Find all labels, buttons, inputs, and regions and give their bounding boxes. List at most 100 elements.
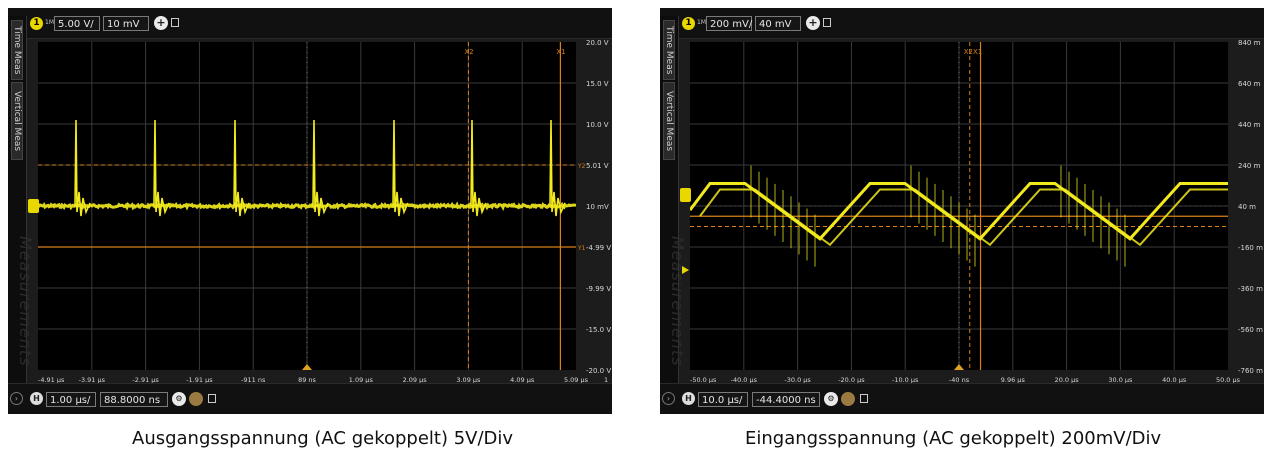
add-channel-icon[interactable]: + — [806, 16, 820, 30]
x-tick-label: 5.09 µs — [564, 376, 589, 384]
x-tick-label: 2.09 µs — [403, 376, 428, 384]
channel-1-level-marker — [680, 188, 691, 202]
window-icon[interactable] — [171, 18, 179, 27]
x-tick-label: 1.09 µs — [349, 376, 374, 384]
cursor-y2-label: Y2 — [577, 163, 586, 170]
y-tick-label: 240 m — [1238, 162, 1261, 170]
x-tick-label: 30.0 µs — [1108, 376, 1133, 384]
cursor-x1-label: X1 — [556, 48, 565, 56]
x-tick-label: 50.0 µs — [1216, 376, 1241, 384]
tab-vertical-meas[interactable]: Vertical Meas — [663, 82, 675, 160]
time-per-div-field[interactable]: 1.00 µs/ — [46, 392, 96, 407]
y-tick-label: -560 m — [1238, 326, 1263, 334]
x-tick-label: -3.91 µs — [79, 376, 106, 384]
y-tick-label: -160 m — [1238, 244, 1263, 252]
waveform-svg — [37, 42, 577, 370]
x-tick-label: -2.91 µs — [132, 376, 159, 384]
x-tick-label: 20.0 µs — [1055, 376, 1080, 384]
x-tick-label: 9.96 µs — [1001, 376, 1026, 384]
trigger-level-marker — [682, 266, 689, 274]
tab-time-meas[interactable]: Time Meas — [11, 20, 23, 80]
waveform-spike — [549, 119, 566, 217]
waveform-plot[interactable] — [37, 42, 577, 370]
lock-icon[interactable] — [189, 392, 203, 406]
h-timebase-badge[interactable]: H — [30, 392, 43, 405]
axis-labels: 840 m 640 m 440 m 240 m 40 m -160 m -360 m -560… — [680, 39, 1263, 384]
waveform-svg — [688, 42, 1238, 370]
x-tick-label: 89 ns — [298, 376, 316, 384]
y-tick-label: -360 m — [1238, 285, 1263, 293]
caption-left: Ausgangsspannung (AC gekoppelt) 5V/Div — [132, 428, 514, 449]
settings-icon[interactable]: ⚙ — [824, 392, 838, 406]
x-tick-label: 1 — [604, 376, 608, 384]
trigger-marker — [302, 364, 312, 370]
waveform-spike — [312, 119, 329, 217]
cursor-x2-label: X2 — [464, 48, 473, 56]
y-tick-label: -9.99 V — [586, 285, 611, 293]
channel-toolbar: 1 1MΩ 200 mV/ 40 mV + — [660, 8, 1264, 39]
axis-labels: 20.0 V 15.0 V 10.0 V 5.01 V 10 mV -4.99 V -9.9… — [28, 39, 611, 384]
cursor-x2x1-label: X2X1 — [964, 48, 983, 56]
time-per-div-field[interactable]: 10.0 µs/ — [698, 392, 748, 407]
tab-time-meas[interactable]: Time Meas — [663, 20, 675, 80]
lock-icon[interactable] — [841, 392, 855, 406]
y-tick-label: -20.0 V — [586, 367, 611, 375]
time-position-field[interactable]: -44.4000 ns — [752, 392, 820, 407]
waveform-spike — [233, 119, 250, 217]
waveform-spike — [392, 119, 409, 217]
x-tick-label: -1.91 µs — [186, 376, 213, 384]
waveform-plot[interactable] — [688, 42, 1238, 370]
caption-right: Eingangsspannung (AC gekoppelt) 200mV/Di… — [745, 428, 1162, 449]
cursor-y1-label: Y1 — [577, 245, 586, 252]
x-tick-label: -4.91 µs — [38, 376, 65, 384]
x-tick-label: -40 ns — [949, 376, 970, 384]
window-icon[interactable] — [860, 394, 868, 403]
y-tick-label: 10.0 V — [586, 121, 609, 129]
trigger-marker — [954, 364, 964, 370]
side-panel: Time Meas Vertical Meas Measurements — [8, 16, 35, 384]
channel-1-badge[interactable]: 1 — [682, 17, 695, 30]
x-tick-label: -50.0 µs — [690, 376, 717, 384]
x-tick-label: -20.0 µs — [838, 376, 865, 384]
waveform-trace-persist — [699, 188, 1238, 247]
x-tick-label: -10.0 µs — [892, 376, 919, 384]
x-tick-label: 3.09 µs — [456, 376, 481, 384]
offset-field[interactable]: 40 mV — [755, 16, 801, 31]
x-tick-label: 40.0 µs — [1162, 376, 1187, 384]
volts-per-div-field[interactable]: 5.00 V/ — [54, 16, 100, 31]
offset-field[interactable]: 10 mV — [103, 16, 149, 31]
y-tick-label: 15.0 V — [586, 80, 609, 88]
settings-icon[interactable]: ⚙ — [172, 392, 186, 406]
waveform-spike — [74, 119, 91, 217]
impedance-icon: 1MΩ — [45, 19, 59, 26]
channel-1-badge[interactable]: 1 — [30, 17, 43, 30]
add-channel-icon[interactable]: + — [154, 16, 168, 30]
y-tick-label: 840 m — [1238, 39, 1261, 47]
y-tick-label: 10 mV — [586, 203, 609, 211]
x-tick-label: -40.0 µs — [731, 376, 758, 384]
waveform-spike — [470, 119, 487, 217]
y-tick-label: 5.01 V — [586, 162, 609, 170]
time-position-field[interactable]: 88.8000 ns — [100, 392, 168, 407]
impedance-icon: 1MΩ — [697, 19, 711, 26]
expand-icon[interactable]: › — [662, 392, 675, 405]
waveform-spike — [153, 119, 170, 217]
x-tick-label: 4.09 µs — [510, 376, 535, 384]
y-tick-label: -760 m — [1238, 367, 1263, 375]
oscilloscope-right: 1 1MΩ 200 mV/ 40 mV + Time Meas Vertical… — [660, 8, 1264, 414]
h-timebase-badge[interactable]: H — [682, 392, 695, 405]
timebase-toolbar: › H 1.00 µs/ 88.8000 ns ⚙ — [8, 383, 612, 414]
expand-icon[interactable]: › — [10, 392, 23, 405]
y-tick-label: -4.99 V — [586, 244, 611, 252]
y-tick-label: 440 m — [1238, 121, 1261, 129]
measurements-watermark: Measurements — [16, 236, 35, 367]
tab-vertical-meas[interactable]: Vertical Meas — [11, 82, 23, 160]
window-icon[interactable] — [208, 394, 216, 403]
x-tick-label: -30.0 µs — [784, 376, 811, 384]
volts-per-div-field[interactable]: 200 mV/ — [706, 16, 752, 31]
waveform-trace — [37, 201, 577, 212]
window-icon[interactable] — [823, 18, 831, 27]
x-tick-label: -911 ns — [241, 376, 266, 384]
oscilloscope-left: 1 1MΩ 5.00 V/ 10 mV + Time Meas Vertical… — [8, 8, 612, 414]
channel-1-level-marker — [28, 199, 39, 213]
